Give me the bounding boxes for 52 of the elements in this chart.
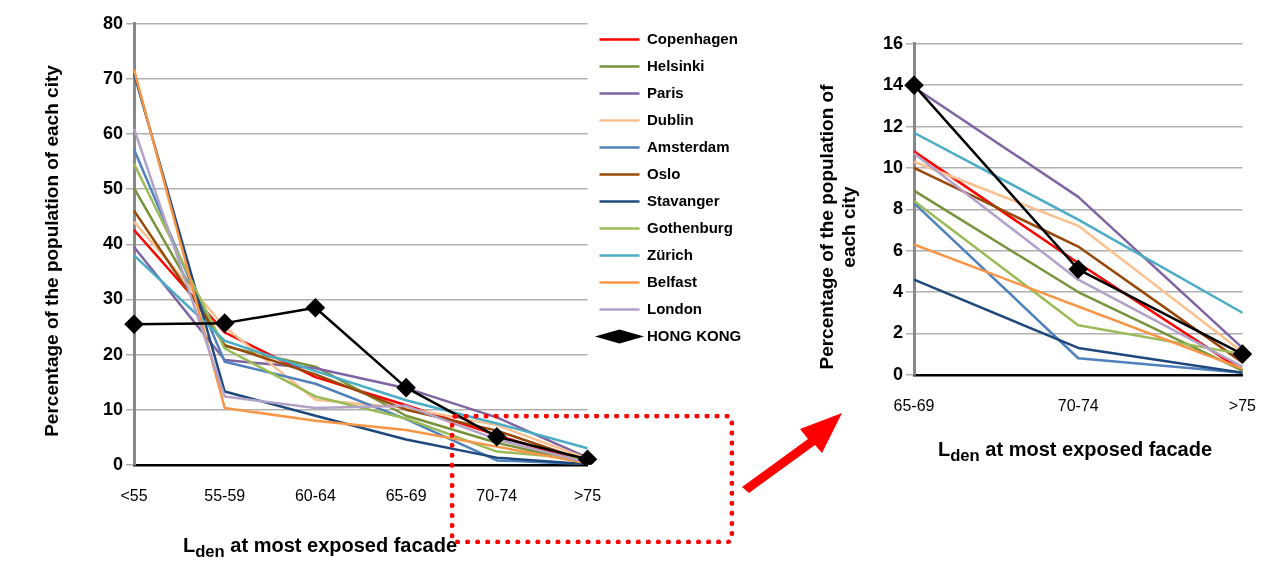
y-tick-label: 6 bbox=[893, 239, 904, 260]
y-tick-label: 40 bbox=[102, 233, 124, 254]
x-axis-title: L$_{den}$ at most exposed facade bbox=[181, 534, 459, 562]
legend-label: HONG KONG bbox=[647, 326, 742, 344]
legend-label: Belfast bbox=[647, 272, 698, 290]
y-tick-label: 60 bbox=[102, 123, 124, 144]
point bbox=[1233, 344, 1252, 364]
legend-label: Paris bbox=[647, 83, 684, 101]
legend-label: Copenhagen bbox=[647, 29, 738, 47]
y-tick-label: 2 bbox=[893, 322, 904, 343]
y-tick-label: 30 bbox=[102, 288, 124, 309]
point bbox=[215, 313, 234, 333]
x-tick-label: <55 bbox=[120, 486, 148, 504]
y-tick-label: 20 bbox=[102, 343, 124, 364]
legend-label: London bbox=[647, 299, 702, 317]
legend-label: Dublin bbox=[647, 110, 694, 128]
point bbox=[904, 75, 924, 95]
y-tick-label: 4 bbox=[893, 281, 904, 302]
x-tick-label: 60-64 bbox=[294, 486, 336, 504]
x-tick-label: 70-74 bbox=[476, 486, 518, 504]
y-tick-label: 70 bbox=[102, 67, 124, 88]
x-tick-label: 65-69 bbox=[385, 486, 427, 504]
point bbox=[396, 378, 416, 397]
y-tick-label: 50 bbox=[102, 178, 124, 199]
legend-label: Helsinki bbox=[647, 56, 705, 74]
point bbox=[578, 450, 597, 465]
x-tick-label: 65-69 bbox=[893, 396, 935, 414]
legend-label: Zürich bbox=[647, 245, 693, 263]
y-axis-title: Percentage of the population of each city bbox=[41, 64, 63, 439]
y-tick-label: 0 bbox=[893, 363, 904, 384]
legend-label: Oslo bbox=[647, 164, 681, 182]
point bbox=[1068, 260, 1088, 279]
x-tick-label: 70-74 bbox=[1057, 396, 1099, 414]
point bbox=[487, 427, 507, 446]
y-tick-label: 12 bbox=[882, 115, 904, 136]
y-tick-label: 16 bbox=[882, 32, 904, 53]
legend-label: Amsterdam bbox=[647, 137, 730, 155]
y-tick-label: 80 bbox=[102, 12, 124, 33]
x-tick-label: 55-59 bbox=[204, 486, 246, 504]
legend-label: Stavanger bbox=[647, 191, 720, 209]
x-tick-label: >75 bbox=[1228, 396, 1257, 414]
x-axis-title: L$_{den}$ at most exposed facade bbox=[936, 438, 1214, 466]
point bbox=[124, 314, 144, 334]
legend-label: Gothenburg bbox=[647, 218, 733, 236]
y-tick-label: 14 bbox=[882, 74, 904, 95]
y-tick-label: 10 bbox=[102, 398, 124, 419]
y-axis-title: Percentage of the population of each city bbox=[816, 83, 860, 372]
y-tick-label: 0 bbox=[113, 453, 124, 474]
y-tick-label: 10 bbox=[882, 156, 904, 177]
y-tick-label: 8 bbox=[893, 198, 904, 219]
point bbox=[306, 298, 325, 317]
x-tick-label: >75 bbox=[573, 486, 602, 504]
